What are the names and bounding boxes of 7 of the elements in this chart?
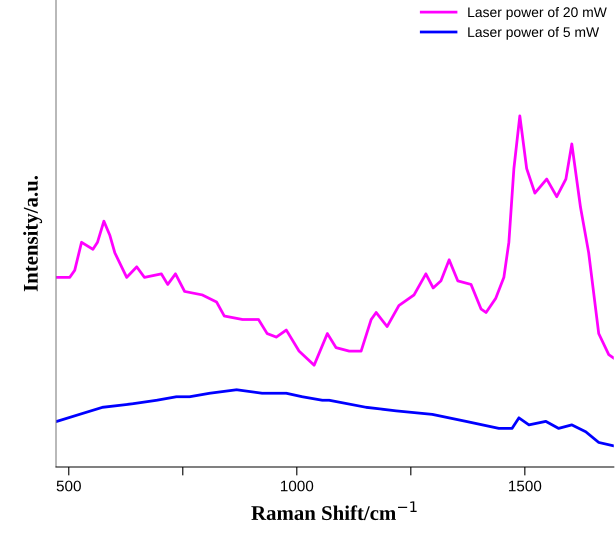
y-axis-title: Intensity/a.u. xyxy=(23,176,42,292)
x-tick-label: 1500 xyxy=(509,480,542,492)
legend-label: Laser power of 5 mW xyxy=(468,26,600,40)
x-axis-title: Raman Shift/cm$^{−1}$ xyxy=(251,501,417,520)
x-tick-label: 1000 xyxy=(280,480,314,492)
x-tick-label: 500 xyxy=(56,480,81,492)
legend-label: Laser power of 20 mW xyxy=(468,6,607,20)
